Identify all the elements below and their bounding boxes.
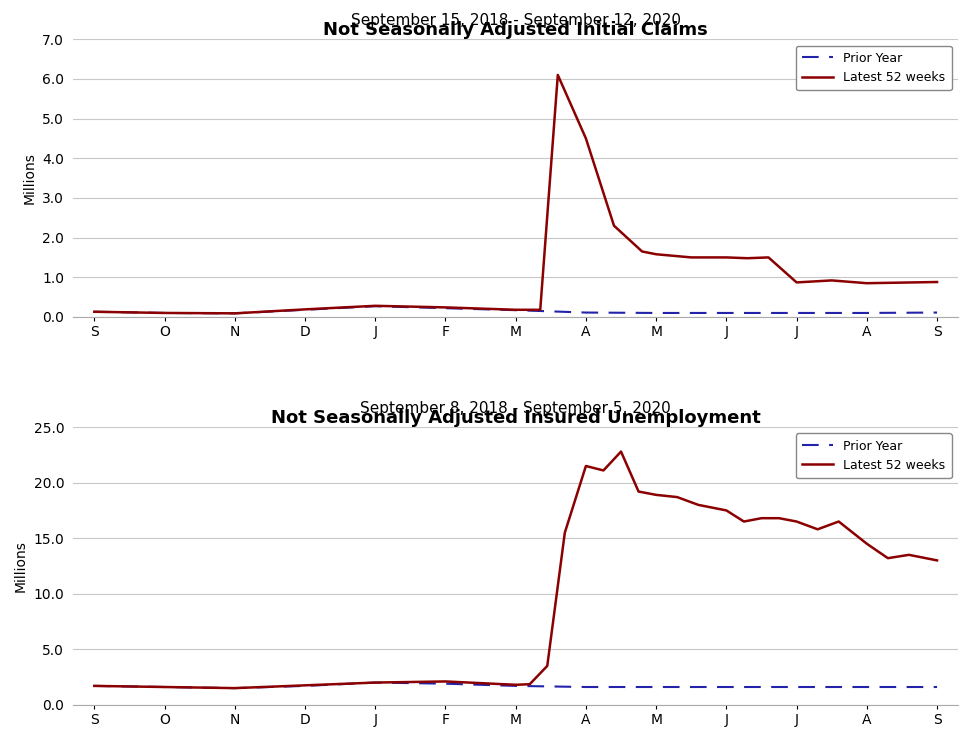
Y-axis label: Millions: Millions xyxy=(14,540,28,592)
Title: Not Seasonally Adjusted Insured Unemployment: Not Seasonally Adjusted Insured Unemploy… xyxy=(271,409,760,427)
Legend: Prior Year, Latest 52 weeks: Prior Year, Latest 52 weeks xyxy=(796,45,952,90)
Text: September 15, 2018 - September 12, 2020: September 15, 2018 - September 12, 2020 xyxy=(351,13,680,28)
Text: September 8, 2018 - September 5, 2020: September 8, 2018 - September 5, 2020 xyxy=(361,401,671,416)
Y-axis label: Millions: Millions xyxy=(22,152,37,204)
Legend: Prior Year, Latest 52 weeks: Prior Year, Latest 52 weeks xyxy=(796,433,952,478)
Title: Not Seasonally Adjusted Initial Claims: Not Seasonally Adjusted Initial Claims xyxy=(324,21,708,39)
